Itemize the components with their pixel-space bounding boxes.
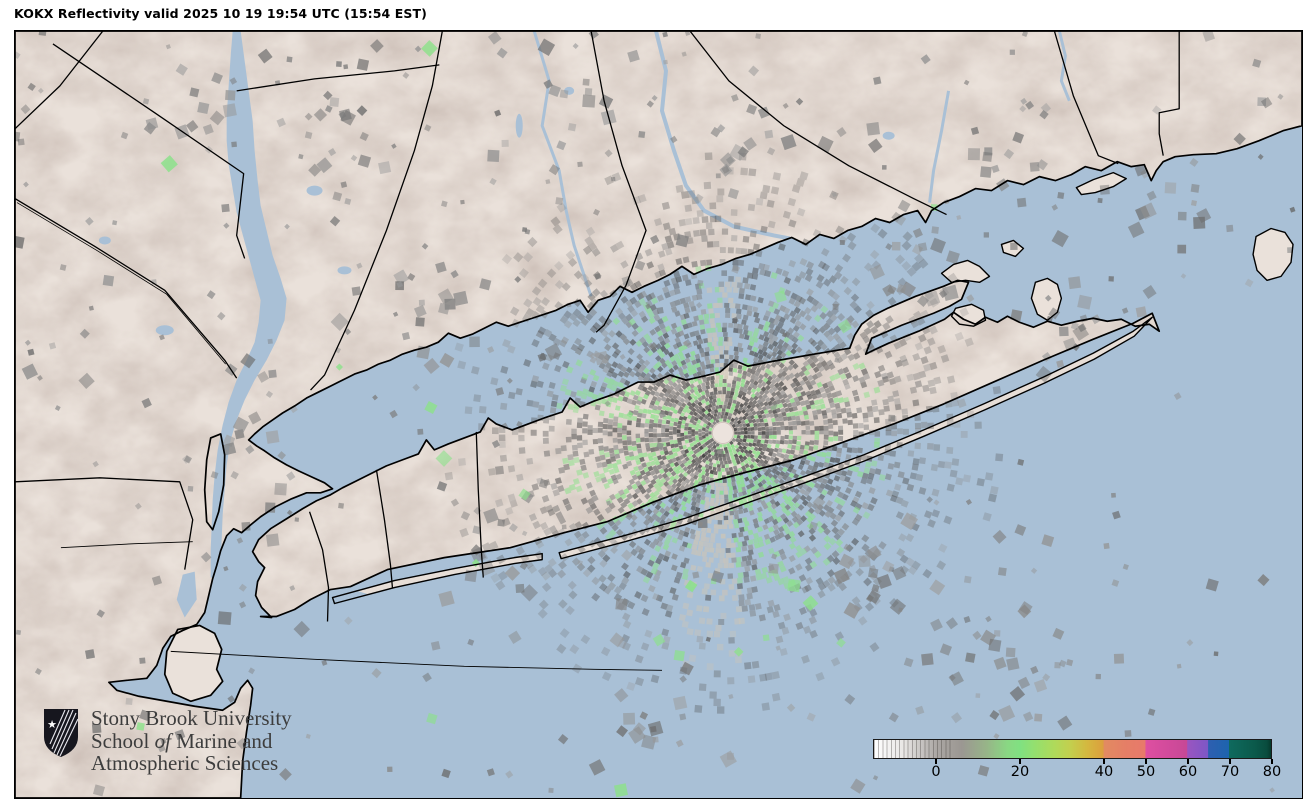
- ct-ri-border: [1158, 31, 1180, 156]
- ny-nj-border: [15, 198, 238, 379]
- ct-county-line-w: [590, 31, 647, 333]
- radar-site-marker: [712, 422, 734, 444]
- marine-boundary-line: [170, 650, 663, 671]
- sbu-logo-text: Stony Brook University School of Marine …: [91, 707, 292, 775]
- page-title: KOKX Reflectivity valid 2025 10 19 19:54…: [14, 6, 427, 21]
- nassau-suffolk-line: [475, 431, 484, 578]
- ny-county-line: [52, 43, 246, 259]
- connecticut-river: [654, 31, 791, 241]
- radar-map: 0 20 40 50 60 70 80 ★ Stony Brook University S…: [14, 30, 1303, 799]
- basemap-svg: [15, 31, 1302, 798]
- boundary-lines-layer: [15, 31, 1180, 671]
- ct-county-line-m: [689, 31, 947, 216]
- queens-nassau-line: [375, 469, 394, 588]
- sbu-logo: ★ Stony Brook University School of Marin…: [42, 707, 292, 775]
- westchester-line: [236, 64, 440, 92]
- lakes: [98, 86, 895, 336]
- ny-nj-border-inner: [16, 202, 226, 365]
- newark-bay: [176, 571, 197, 618]
- nj-line-2: [60, 541, 193, 549]
- brooklyn-queens-line: [308, 511, 330, 622]
- svg-text:★: ★: [47, 718, 57, 731]
- logo-line-3: Atmospheric Sciences: [91, 751, 279, 775]
- sbu-shield-icon: ★: [44, 709, 79, 757]
- radar-echo-layer: [15, 31, 1296, 798]
- pawcatuck-river: [1057, 31, 1071, 102]
- nj-county-line-s: [15, 477, 194, 570]
- nj-county-line-nw: [15, 31, 104, 130]
- ct-county-line-e: [1053, 31, 1119, 165]
- logo-line-1: Stony Brook University: [91, 706, 292, 730]
- jamaica-bay: [320, 589, 381, 625]
- logo-line-2: School of Marine and: [91, 728, 273, 753]
- ny-ct-border: [310, 31, 443, 391]
- housatonic-river: [532, 31, 593, 297]
- thames-river: [928, 90, 951, 203]
